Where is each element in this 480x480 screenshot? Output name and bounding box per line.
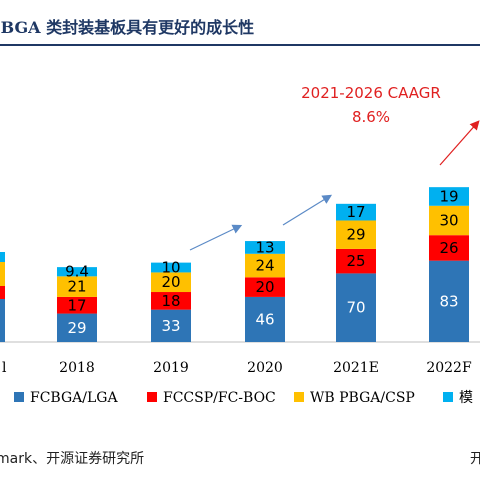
- bar-segment: [245, 241, 285, 254]
- trend-arrow: [282, 194, 333, 226]
- bar-segment: [57, 296, 97, 314]
- legend-swatch: [294, 392, 304, 402]
- bar-segment: [429, 205, 469, 236]
- x-tick-label: 2021E: [333, 360, 379, 376]
- bar-value-label: 29: [346, 226, 365, 244]
- bar-value-label: 20: [255, 278, 274, 296]
- legend-label: WB PBGA/CSP: [310, 390, 415, 406]
- bar-value-label: 13: [255, 238, 274, 256]
- bar-value-label: 21: [67, 278, 86, 296]
- source-note: mark、开源证券研究所: [0, 451, 145, 467]
- bar-value-label: 17: [67, 296, 86, 314]
- bar-value-label: 25: [346, 252, 365, 270]
- x-tick-label: 2022F: [426, 360, 472, 376]
- x-tick-label: 2020: [247, 360, 283, 376]
- x-tick-label: 2019: [153, 360, 189, 376]
- title-underline: [0, 44, 480, 46]
- partial-bar-segment: [0, 262, 5, 286]
- x-tick-label: 2018: [59, 360, 95, 376]
- partial-bar-segment: [0, 299, 5, 342]
- bar-segment: [336, 220, 376, 249]
- bar-value-label: 83: [439, 292, 458, 310]
- source-note-right: 开: [470, 451, 480, 467]
- bar-value-label: 33: [161, 317, 180, 335]
- bar-value-label: 24: [255, 257, 274, 275]
- bar-value-label: 26: [439, 239, 458, 257]
- bar-segment: [151, 292, 191, 310]
- chart-title: -BGA 类封装基板具有更好的成长性: [0, 18, 255, 37]
- legend-label: 模: [459, 390, 473, 406]
- trend-arrow: [189, 224, 243, 251]
- bar-segment: [57, 313, 97, 342]
- bar-value-label: 30: [439, 211, 458, 229]
- cagr-value: 8.6%: [352, 108, 390, 126]
- bar-value-label: 29: [67, 319, 86, 337]
- legend-swatch: [147, 392, 157, 402]
- bar-value-label: 17: [346, 203, 365, 221]
- bar-value-label: 70: [346, 299, 365, 317]
- growth-arrow: [439, 120, 480, 166]
- legend-label: FCCSP/FC-BOC: [163, 390, 276, 406]
- legend-label: FCBGA/LGA: [30, 390, 118, 406]
- cagr-annotation: 2021-2026 CAAGR: [301, 84, 441, 102]
- bar-segment: [57, 276, 97, 297]
- bar-value-label: 9.4: [65, 263, 89, 281]
- bar-segment: [151, 309, 191, 342]
- partial-bar-segment: [0, 252, 5, 262]
- bar-segment: [245, 277, 285, 297]
- legend-swatch: [443, 392, 453, 402]
- partial-bar-segment: [0, 286, 5, 299]
- bar-segment: [429, 260, 469, 342]
- x-tick-label-partial: l: [2, 360, 7, 376]
- bar-value-label: 46: [255, 310, 274, 328]
- bar-segment: [336, 273, 376, 342]
- bar-segment: [57, 267, 97, 277]
- bar-value-label: 20: [161, 273, 180, 291]
- bar-segment: [245, 253, 285, 278]
- bar-segment: [429, 187, 469, 206]
- bar-segment: [336, 248, 376, 274]
- bar-segment: [151, 262, 191, 273]
- legend-swatch: [14, 392, 24, 402]
- bar-value-label: 18: [161, 292, 180, 310]
- bar-value-label: 10: [161, 259, 180, 277]
- bar-value-label: 19: [439, 187, 458, 205]
- bar-segment: [336, 203, 376, 221]
- bar-segment: [151, 272, 191, 293]
- bar-segment: [245, 296, 285, 342]
- bar-segment: [429, 235, 469, 261]
